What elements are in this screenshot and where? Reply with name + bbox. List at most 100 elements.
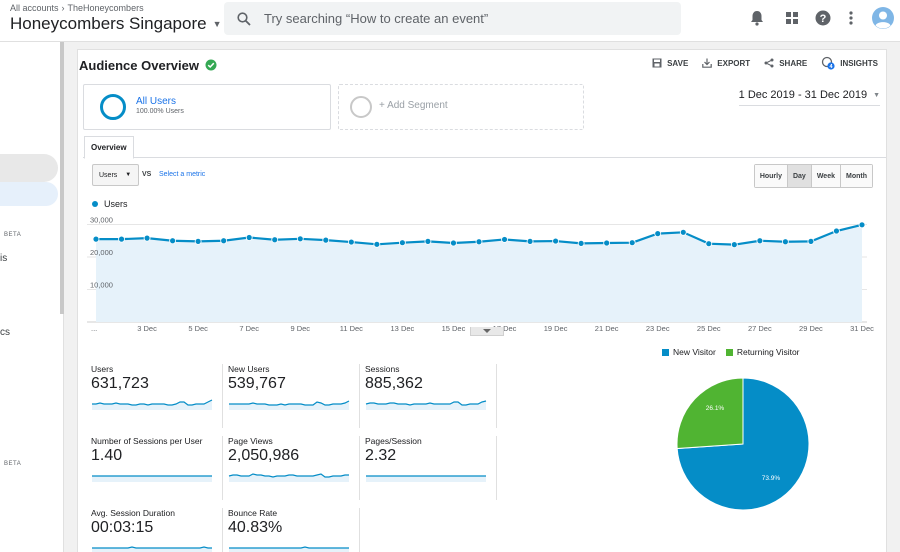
- data-point[interactable]: [424, 237, 432, 245]
- metric-tile[interactable]: New Users 539,767: [228, 364, 360, 428]
- sparkline-line: [228, 473, 349, 478]
- save-icon: [652, 58, 662, 68]
- nav-selected-subitem[interactable]: [0, 182, 58, 206]
- data-point[interactable]: [450, 239, 457, 247]
- sparkline-area: [366, 401, 486, 410]
- report-title: Audience Overview: [79, 57, 199, 73]
- data-point[interactable]: [628, 239, 636, 247]
- search-input[interactable]: [264, 11, 664, 26]
- area-fill: [96, 224, 862, 322]
- save-button[interactable]: SAVE: [652, 56, 688, 70]
- data-point[interactable]: [220, 237, 228, 245]
- report-panel: Audience Overview SAVE EXPORT SHARE 4 IN…: [77, 49, 887, 552]
- vs-label: VS: [142, 171, 152, 178]
- data-point[interactable]: [296, 235, 304, 243]
- data-point[interactable]: [756, 237, 764, 245]
- metric-sparkline: [92, 546, 212, 552]
- data-point[interactable]: [730, 241, 738, 249]
- account-selector[interactable]: Honeycombers Singapore ▼: [10, 14, 221, 34]
- apps-grid-icon[interactable]: [782, 8, 802, 28]
- data-point[interactable]: [501, 236, 508, 243]
- insights-button[interactable]: 4 INSIGHTS: [821, 56, 878, 70]
- metric-tile[interactable]: Users 631,723: [91, 364, 223, 428]
- breadcrumb: All accounts › TheHoneycombers: [10, 3, 144, 13]
- pie-slice[interactable]: [676, 377, 744, 450]
- data-point[interactable]: [271, 236, 279, 244]
- data-point[interactable]: [654, 230, 662, 238]
- select-metric-link[interactable]: Select a metric: [159, 171, 206, 178]
- segment-color-ring: [100, 94, 126, 120]
- metric-tile[interactable]: Bounce Rate 40.83%: [228, 508, 360, 552]
- data-point[interactable]: [92, 235, 100, 243]
- granularity-hourly[interactable]: Hourly: [754, 165, 788, 187]
- segment-all-users[interactable]: All Users 100.00% Users: [83, 84, 331, 130]
- x-tick-label: 11 Dec: [340, 324, 363, 332]
- nav-item-fragment[interactable]: cs: [0, 327, 10, 338]
- pie-slice-label: 26.1%: [706, 405, 725, 412]
- x-tick-label: ...: [91, 324, 97, 332]
- data-point[interactable]: [679, 228, 687, 236]
- metric-label: New Users: [228, 364, 270, 374]
- nav-selected-item[interactable]: [0, 154, 58, 182]
- breadcrumb-account[interactable]: TheHoneycombers: [67, 3, 144, 13]
- save-label: SAVE: [667, 58, 689, 68]
- date-range-picker[interactable]: 1 Dec 2019 - 31 Dec 2019 ▼: [738, 89, 880, 106]
- data-point[interactable]: [577, 239, 585, 247]
- data-point[interactable]: [858, 221, 866, 229]
- data-point[interactable]: [807, 237, 815, 245]
- x-tick-label: 7 Dec: [239, 324, 259, 332]
- data-point[interactable]: [526, 237, 534, 245]
- x-tick-label: 17 Dec: [493, 324, 517, 332]
- export-button[interactable]: EXPORT: [702, 56, 750, 70]
- metric-tile[interactable]: Avg. Session Duration 00:03:15: [91, 508, 223, 552]
- more-vert-icon[interactable]: [841, 8, 861, 28]
- y-tick-label: 30,000: [90, 216, 113, 225]
- data-point[interactable]: [373, 240, 381, 248]
- segment-percentage: 100.00% Users: [136, 108, 184, 115]
- tab-bar: Overview: [83, 136, 886, 159]
- help-icon[interactable]: ?: [813, 8, 833, 28]
- data-point[interactable]: [347, 238, 355, 246]
- granularity-week[interactable]: Week: [811, 165, 841, 187]
- granularity-day[interactable]: Day: [787, 165, 812, 187]
- x-tick-label: 3 Dec: [137, 324, 157, 332]
- data-point[interactable]: [705, 240, 713, 248]
- metric-tile[interactable]: Sessions 885,362: [365, 364, 497, 428]
- breadcrumb-all-accounts[interactable]: All accounts: [10, 3, 59, 13]
- avatar[interactable]: [871, 6, 895, 30]
- metric-dropdown-label: Users: [99, 171, 118, 179]
- verified-check-icon: [205, 59, 217, 71]
- data-point[interactable]: [169, 237, 176, 245]
- data-point[interactable]: [552, 237, 560, 245]
- metric-sparkline: [365, 400, 487, 410]
- metric-dropdown[interactable]: Users ▼: [92, 164, 139, 186]
- chart-collapse-toggle[interactable]: [470, 327, 504, 336]
- add-segment-button[interactable]: + Add Segment: [338, 84, 584, 130]
- data-point[interactable]: [833, 227, 840, 235]
- search-box[interactable]: [224, 2, 681, 35]
- data-point[interactable]: [782, 238, 789, 246]
- metric-tile[interactable]: Number of Sessions per User 1.40: [91, 436, 223, 500]
- chevron-down-icon: ▼: [212, 19, 222, 29]
- data-point[interactable]: [398, 239, 406, 247]
- data-point[interactable]: [475, 238, 483, 246]
- data-point[interactable]: [143, 234, 151, 242]
- data-point[interactable]: [118, 235, 125, 243]
- nav-scrollbar[interactable]: [60, 42, 64, 314]
- tab-overview[interactable]: Overview: [84, 136, 134, 159]
- sparkline-area: [366, 476, 486, 482]
- data-point[interactable]: [245, 234, 253, 241]
- data-point[interactable]: [194, 237, 202, 245]
- metric-tile[interactable]: Page Views 2,050,986: [228, 436, 360, 500]
- granularity-month[interactable]: Month: [841, 165, 872, 187]
- nav-item-fragment[interactable]: is: [0, 253, 8, 264]
- share-button[interactable]: SHARE: [764, 56, 807, 70]
- sparkline-area: [92, 476, 212, 482]
- metric-tile[interactable]: Pages/Session 2.32: [365, 436, 497, 500]
- search-icon: [224, 11, 264, 26]
- metric-label: Sessions: [365, 364, 400, 374]
- y-tick-label: 10,000: [90, 281, 113, 290]
- data-point[interactable]: [322, 236, 330, 244]
- data-point[interactable]: [603, 239, 611, 247]
- bell-icon[interactable]: [747, 8, 767, 28]
